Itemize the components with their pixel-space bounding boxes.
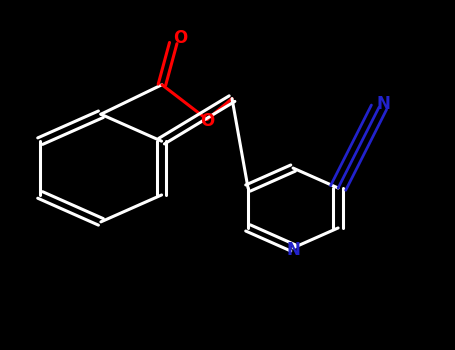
Text: N: N xyxy=(377,95,390,113)
Text: O: O xyxy=(173,29,187,47)
Text: O: O xyxy=(200,112,214,130)
Text: N: N xyxy=(286,241,300,259)
